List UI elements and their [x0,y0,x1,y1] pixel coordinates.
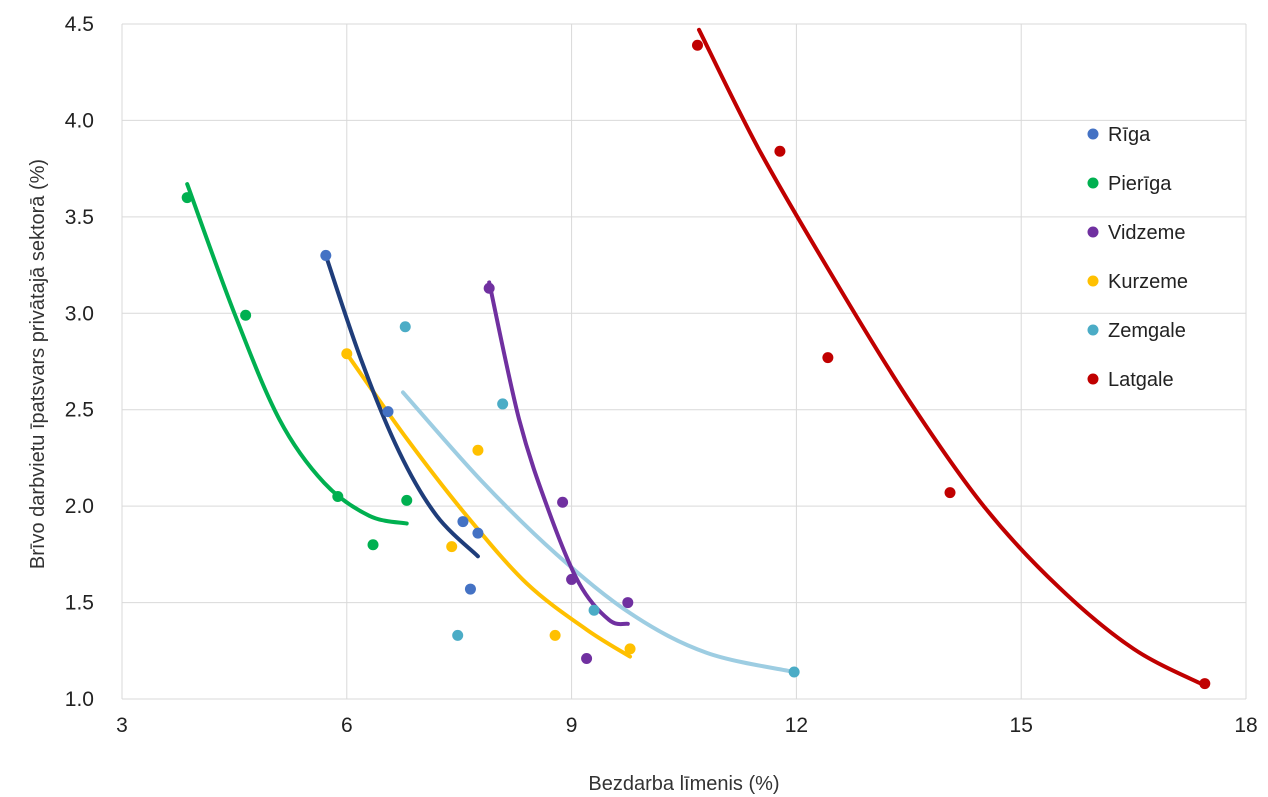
point-latgale [822,352,834,364]
x-tick-label: 9 [566,714,578,737]
point-zemgale [399,321,411,333]
trendline-riga [323,253,480,559]
point-zemgale [452,629,464,641]
legend-marker-pieriga [1087,177,1099,189]
data-points [181,39,1211,690]
point-pieriga [181,192,193,204]
y-tick-label: 3.0 [65,302,94,325]
x-tick-label: 3 [116,714,128,737]
legend-label-kurzeme: Kurzeme [1108,271,1188,293]
x-tick-label: 12 [785,714,808,737]
y-tick-label: 2.0 [65,495,94,518]
trendlines [185,27,1207,688]
point-vidzeme [581,653,593,664]
gridlines [121,23,1247,700]
trendline-vidzeme [487,280,630,627]
point-kurzeme [472,444,484,456]
point-zemgale [788,666,800,678]
point-riga [472,527,484,539]
y-tick-label: 1.0 [65,688,94,711]
point-riga [457,516,469,528]
x-tick-label: 6 [341,714,353,737]
point-latgale [691,39,703,51]
y-tick-label: 4.5 [65,13,94,36]
x-tick-label: 18 [1234,714,1257,737]
legend-marker-vidzeme [1087,226,1099,238]
tick-labels: 3 6 9 12 15 18 1.0 1.5 2.0 2.5 3.0 3.5 4.0 4.5 [65,13,1258,737]
legend-label-latgale: Latgale [1108,369,1174,391]
point-vidzeme [622,597,634,609]
point-pieriga [332,491,344,502]
point-pieriga [401,494,413,506]
point-latgale [1199,678,1211,690]
point-pieriga [240,309,252,321]
legend-marker-latgale [1087,373,1099,385]
point-vidzeme [566,573,578,585]
legend-label-pieriga: Pierīga [1108,173,1172,195]
legend-label-zemgale: Zemgale [1108,320,1186,342]
point-vidzeme [483,282,495,294]
point-kurzeme [341,348,353,360]
legend-marker-kurzeme [1087,275,1099,287]
legend-label-vidzeme: Vidzeme [1108,222,1185,244]
trendline-pieriga [185,182,409,526]
x-axis-title: Bezdarba līmenis (%) [588,773,779,795]
y-tick-label: 2.5 [65,399,94,422]
y-tick-label: 4.0 [65,109,94,132]
trendline-latgale [697,27,1207,688]
point-zemgale [497,398,509,410]
y-tick-label: 3.5 [65,206,94,229]
legend: Rīga Pierīga Vidzeme Kurzeme Zemgale Latgale [1087,124,1188,391]
legend-marker-riga [1087,128,1099,140]
y-axis-title: Brīvo darbvietu īpatsvars privātajā sekt… [27,159,49,569]
trendline-kurzeme [344,351,632,659]
legend-label-riga: Rīga [1108,124,1151,146]
point-riga [464,583,476,595]
point-kurzeme [446,541,458,553]
point-pieriga [367,539,379,551]
point-kurzeme [549,629,561,641]
point-latgale [774,145,786,157]
point-riga [320,249,332,261]
point-vidzeme [557,496,569,508]
point-riga [382,406,394,418]
legend-marker-zemgale [1087,324,1099,336]
x-tick-label: 15 [1010,714,1033,737]
point-zemgale [588,604,600,616]
point-kurzeme [624,643,636,655]
point-latgale [944,487,956,499]
y-tick-label: 1.5 [65,592,94,615]
trendline-zemgale [401,390,797,674]
